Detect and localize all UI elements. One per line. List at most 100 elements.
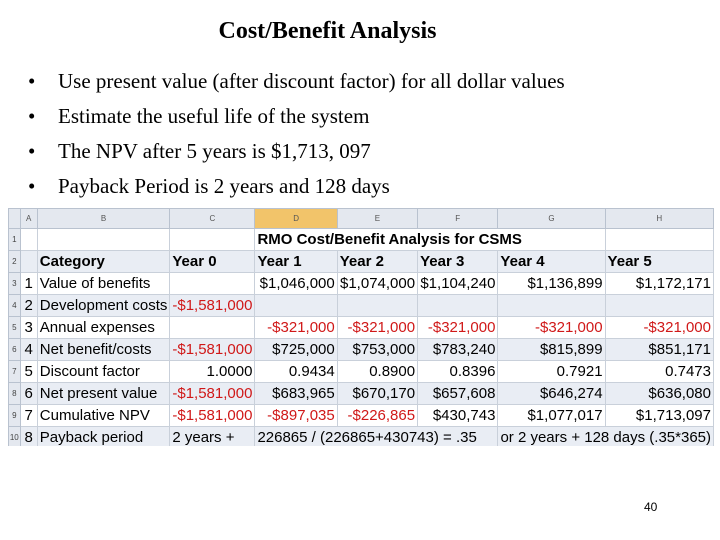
- value-cell[interactable]: 0.7473: [604, 360, 714, 383]
- column-header[interactable]: C: [169, 208, 256, 229]
- row-number[interactable]: 10: [8, 426, 21, 446]
- payback-formula-cell[interactable]: 226865 / (226865+430743) = .35: [254, 426, 499, 446]
- value-cell[interactable]: $815,899: [497, 338, 606, 361]
- header-cell-year[interactable]: Year 0: [169, 250, 256, 273]
- value-cell[interactable]: $1,077,017: [497, 404, 606, 427]
- header-cell-year[interactable]: Year 4: [497, 250, 606, 273]
- bullet-text: Use present value (after discount factor…: [58, 69, 565, 93]
- row-label-cell[interactable]: Net benefit/costs: [36, 338, 171, 361]
- value-cell[interactable]: [169, 272, 256, 295]
- value-cell[interactable]: $1,136,899: [497, 272, 606, 295]
- value-cell[interactable]: -$321,000: [336, 316, 419, 339]
- row-label-cell[interactable]: Net present value: [36, 382, 171, 405]
- value-cell[interactable]: -$321,000: [417, 316, 499, 339]
- value-cell[interactable]: -$1,581,000: [169, 294, 256, 317]
- value-cell[interactable]: $646,274: [497, 382, 606, 405]
- column-header[interactable]: A: [19, 208, 38, 229]
- row-label-cell[interactable]: Discount factor: [36, 360, 171, 383]
- row-label-cell[interactable]: Payback period: [36, 426, 171, 446]
- value-cell[interactable]: 1.0000: [169, 360, 256, 383]
- value-cell[interactable]: [336, 294, 419, 317]
- value-cell[interactable]: $1,713,097: [604, 404, 714, 427]
- row-number[interactable]: 6: [8, 338, 21, 361]
- row-number[interactable]: 5: [8, 316, 21, 339]
- row-label-cell[interactable]: Value of benefits: [36, 272, 171, 295]
- row-index-cell[interactable]: 2: [19, 294, 38, 317]
- payback-row: 10 8 Payback period 2 years + 226865 / (…: [8, 426, 714, 446]
- value-cell[interactable]: -$321,000: [497, 316, 606, 339]
- column-header[interactable]: G: [497, 208, 606, 229]
- column-header[interactable]: H: [604, 208, 714, 229]
- row-index-cell[interactable]: 7: [19, 404, 38, 427]
- row-index-cell[interactable]: 1: [19, 272, 38, 295]
- header-cell-year[interactable]: Year 5: [604, 250, 714, 273]
- row-label-cell[interactable]: Annual expenses: [36, 316, 171, 339]
- value-cell[interactable]: [254, 294, 338, 317]
- header-cell-year[interactable]: Year 2: [336, 250, 419, 273]
- row-index-cell[interactable]: 6: [19, 382, 38, 405]
- row-number[interactable]: 8: [8, 382, 21, 405]
- value-cell[interactable]: [497, 294, 606, 317]
- value-cell[interactable]: $1,046,000: [254, 272, 338, 295]
- value-cell[interactable]: $1,074,000: [336, 272, 419, 295]
- value-cell[interactable]: [169, 316, 256, 339]
- value-cell[interactable]: $636,080: [604, 382, 714, 405]
- row-number[interactable]: 1: [8, 228, 21, 251]
- row-index-cell[interactable]: 8: [19, 426, 38, 446]
- cell[interactable]: [19, 228, 38, 251]
- row-number[interactable]: 7: [8, 360, 21, 383]
- row-index-cell[interactable]: 3: [19, 316, 38, 339]
- header-cell-category[interactable]: Category: [36, 250, 171, 273]
- value-cell[interactable]: -$1,581,000: [169, 382, 256, 405]
- row-number[interactable]: 3: [8, 272, 21, 295]
- row-label-cell[interactable]: Development costs: [36, 294, 171, 317]
- table-row: 7 5 Discount factor 1.0000 0.9434 0.8900 0.839…: [8, 360, 714, 383]
- row-label-cell[interactable]: Cumulative NPV: [36, 404, 171, 427]
- value-cell[interactable]: $753,000: [336, 338, 419, 361]
- value-cell[interactable]: $851,171: [604, 338, 714, 361]
- value-cell[interactable]: -$1,581,000: [169, 404, 256, 427]
- value-cell[interactable]: 0.7921: [497, 360, 606, 383]
- row-number[interactable]: 9: [8, 404, 21, 427]
- value-cell[interactable]: $657,608: [417, 382, 499, 405]
- header-cell-year[interactable]: Year 1: [254, 250, 338, 273]
- value-cell[interactable]: -$321,000: [604, 316, 714, 339]
- value-cell[interactable]: -$226,865: [336, 404, 419, 427]
- value-cell[interactable]: 0.9434: [254, 360, 338, 383]
- value-cell[interactable]: $1,104,240: [417, 272, 499, 295]
- data-rows: 3 1 Value of benefits $1,046,000 $1,074,000 $…: [8, 272, 714, 427]
- payback-result-cell[interactable]: or 2 years + 128 days (.35*365): [497, 426, 714, 446]
- value-cell[interactable]: -$1,581,000: [169, 338, 256, 361]
- value-cell[interactable]: $670,170: [336, 382, 419, 405]
- bullet-icon: •: [28, 69, 36, 93]
- value-cell[interactable]: $683,965: [254, 382, 338, 405]
- cell[interactable]: [604, 228, 714, 251]
- value-cell[interactable]: [417, 294, 499, 317]
- row-number[interactable]: 4: [8, 294, 21, 317]
- row-index-cell[interactable]: 5: [19, 360, 38, 383]
- value-cell[interactable]: -$897,035: [254, 404, 338, 427]
- payback-years-cell[interactable]: 2 years +: [169, 426, 256, 446]
- value-cell[interactable]: 0.8900: [336, 360, 419, 383]
- column-header[interactable]: B: [36, 208, 171, 229]
- cell[interactable]: [19, 250, 38, 273]
- value-cell[interactable]: -$321,000: [254, 316, 338, 339]
- value-cell[interactable]: $783,240: [417, 338, 499, 361]
- cell[interactable]: [169, 228, 256, 251]
- column-header[interactable]: F: [417, 208, 499, 229]
- bullet-icon: •: [28, 174, 36, 198]
- select-all-corner[interactable]: [8, 208, 21, 229]
- column-header[interactable]: E: [336, 208, 419, 229]
- value-cell[interactable]: $1,172,171: [604, 272, 714, 295]
- spreadsheet-screenshot: A B C D E F G H 1 RMO Cost/Benefit Analy…: [8, 208, 714, 446]
- row-index-cell[interactable]: 4: [19, 338, 38, 361]
- row-number[interactable]: 2: [8, 250, 21, 273]
- table-title-cell[interactable]: RMO Cost/Benefit Analysis for CSMS: [254, 228, 606, 251]
- value-cell[interactable]: $430,743: [417, 404, 499, 427]
- value-cell[interactable]: [604, 294, 714, 317]
- value-cell[interactable]: $725,000: [254, 338, 338, 361]
- value-cell[interactable]: 0.8396: [417, 360, 499, 383]
- column-header-selected[interactable]: D: [254, 208, 338, 229]
- header-cell-year[interactable]: Year 3: [417, 250, 499, 273]
- cell[interactable]: [36, 228, 171, 251]
